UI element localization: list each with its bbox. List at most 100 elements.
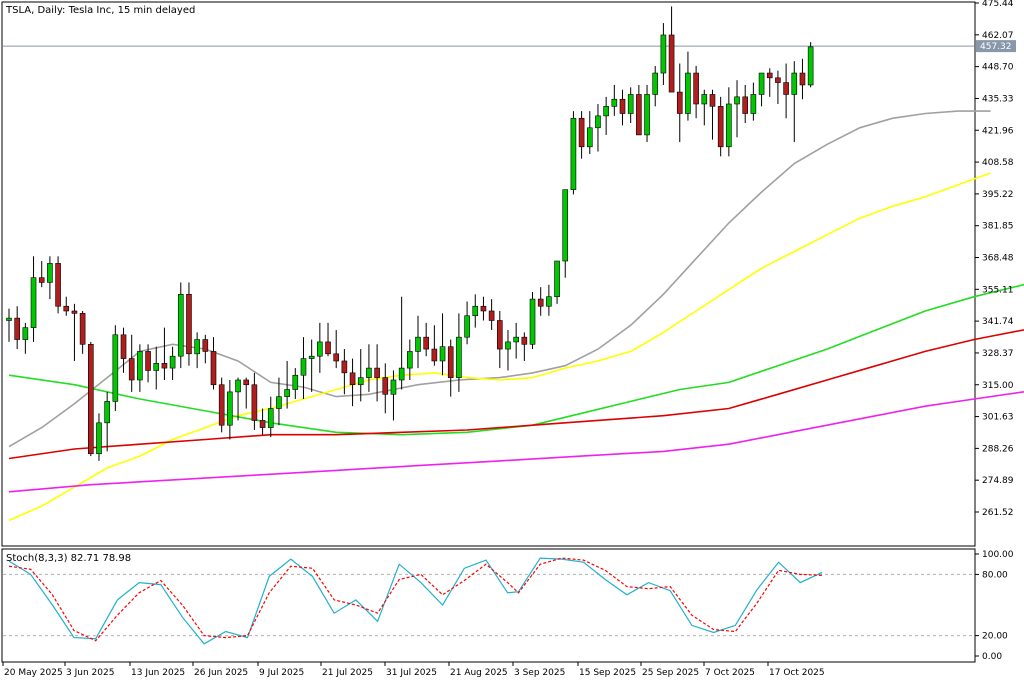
candle[interactable] bbox=[685, 51, 691, 121]
candle[interactable] bbox=[153, 346, 160, 390]
candle[interactable] bbox=[202, 334, 209, 364]
candle[interactable] bbox=[619, 89, 626, 126]
candle[interactable] bbox=[415, 315, 421, 369]
candle[interactable] bbox=[22, 322, 29, 354]
candle[interactable] bbox=[47, 256, 53, 300]
candle[interactable] bbox=[570, 111, 577, 195]
candle[interactable] bbox=[349, 358, 356, 407]
candle[interactable] bbox=[636, 84, 642, 136]
candle[interactable] bbox=[611, 84, 618, 116]
candle[interactable] bbox=[145, 344, 151, 383]
candle[interactable] bbox=[186, 282, 192, 366]
candle[interactable] bbox=[6, 308, 12, 342]
candle[interactable] bbox=[128, 334, 135, 392]
candle[interactable] bbox=[537, 287, 544, 316]
candle[interactable] bbox=[701, 89, 708, 126]
candle[interactable] bbox=[644, 84, 650, 143]
candle[interactable] bbox=[38, 261, 45, 288]
candle[interactable] bbox=[161, 327, 168, 380]
candle[interactable] bbox=[79, 310, 86, 354]
candle[interactable] bbox=[210, 337, 217, 390]
candle[interactable] bbox=[177, 282, 184, 369]
candle[interactable] bbox=[259, 408, 266, 435]
candle[interactable] bbox=[308, 339, 315, 392]
candle[interactable] bbox=[88, 341, 94, 457]
candle[interactable] bbox=[652, 65, 659, 107]
candle[interactable] bbox=[726, 87, 732, 157]
candle[interactable] bbox=[783, 63, 789, 119]
candle[interactable] bbox=[243, 377, 250, 409]
candle[interactable] bbox=[464, 301, 470, 345]
candle[interactable] bbox=[595, 103, 601, 152]
candle[interactable] bbox=[799, 58, 806, 100]
candle[interactable] bbox=[276, 377, 282, 426]
candle[interactable] bbox=[366, 344, 372, 392]
main-price-panel[interactable]: TSLA, Daily: Tesla Inc, 15 min delayed bbox=[1, 1, 1024, 547]
candle[interactable] bbox=[480, 296, 487, 321]
candle[interactable] bbox=[488, 299, 495, 331]
price-axis[interactable]: 475.44 462.07 448.70 435.33 421.96 408.58 395.… bbox=[975, 0, 1014, 518]
candle[interactable] bbox=[529, 291, 536, 350]
candle[interactable] bbox=[439, 313, 446, 376]
candle[interactable] bbox=[660, 23, 667, 85]
candle[interactable] bbox=[456, 313, 462, 392]
candle[interactable] bbox=[742, 84, 749, 124]
candle[interactable] bbox=[382, 363, 389, 414]
candle[interactable] bbox=[325, 322, 331, 357]
candle[interactable] bbox=[513, 322, 519, 359]
candle[interactable] bbox=[750, 82, 757, 121]
candle[interactable] bbox=[407, 339, 413, 380]
candle[interactable] bbox=[227, 379, 233, 440]
candle[interactable] bbox=[194, 332, 200, 369]
candle[interactable] bbox=[546, 284, 552, 316]
candle[interactable] bbox=[627, 87, 634, 124]
candle[interactable] bbox=[496, 310, 503, 369]
candle[interactable] bbox=[709, 89, 716, 140]
candle[interactable] bbox=[374, 344, 380, 402]
candle[interactable] bbox=[586, 111, 593, 154]
candle[interactable] bbox=[284, 360, 290, 409]
candle[interactable] bbox=[431, 325, 438, 366]
candle[interactable] bbox=[603, 96, 609, 135]
candle[interactable] bbox=[30, 256, 37, 342]
candle[interactable] bbox=[693, 65, 699, 119]
candle[interactable] bbox=[398, 296, 405, 390]
candle[interactable] bbox=[292, 368, 299, 400]
candle[interactable] bbox=[734, 80, 740, 138]
candle[interactable] bbox=[554, 260, 560, 304]
candle[interactable] bbox=[267, 396, 274, 438]
candle[interactable] bbox=[96, 413, 102, 461]
candle[interactable] bbox=[791, 61, 798, 143]
candle[interactable] bbox=[390, 370, 397, 421]
candle[interactable] bbox=[300, 337, 307, 400]
candle[interactable] bbox=[505, 330, 511, 371]
candle[interactable] bbox=[423, 322, 429, 357]
candle[interactable] bbox=[14, 306, 20, 350]
candle[interactable] bbox=[63, 296, 70, 316]
candle[interactable] bbox=[169, 346, 176, 380]
candle[interactable] bbox=[120, 327, 127, 373]
candle[interactable] bbox=[251, 372, 258, 430]
candle[interactable] bbox=[766, 68, 773, 97]
candle[interactable] bbox=[137, 344, 143, 392]
candle[interactable] bbox=[55, 256, 61, 314]
candle[interactable] bbox=[472, 294, 479, 328]
candle[interactable] bbox=[317, 322, 323, 373]
stochastic-panel[interactable]: Stoch(8,3,3) 82.71 78.98 bbox=[1, 548, 976, 663]
candle[interactable] bbox=[562, 189, 569, 278]
candle[interactable] bbox=[218, 377, 225, 433]
candle[interactable] bbox=[578, 111, 585, 159]
candle[interactable] bbox=[104, 391, 110, 452]
candle[interactable] bbox=[807, 42, 814, 88]
candle[interactable] bbox=[717, 96, 724, 157]
candle[interactable] bbox=[758, 72, 765, 107]
candle[interactable] bbox=[775, 70, 781, 104]
candle[interactable] bbox=[676, 63, 683, 143]
candle[interactable] bbox=[333, 330, 340, 369]
candle[interactable] bbox=[447, 339, 454, 397]
candle[interactable] bbox=[112, 325, 119, 411]
candle[interactable] bbox=[668, 6, 675, 93]
candle[interactable] bbox=[341, 349, 348, 395]
candlesticks[interactable] bbox=[6, 6, 814, 461]
